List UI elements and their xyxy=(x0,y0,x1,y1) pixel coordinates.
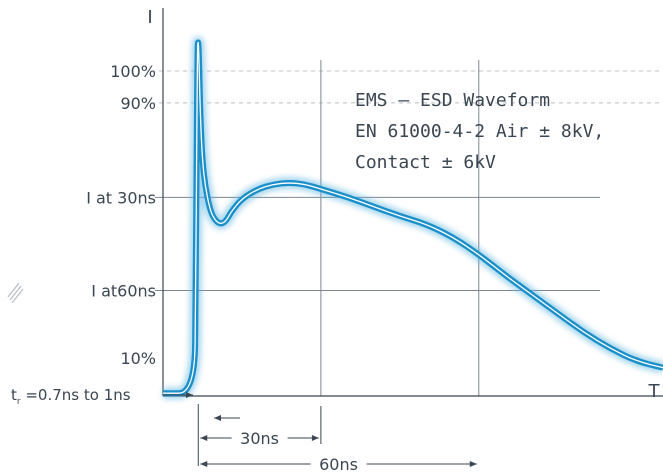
waveform-series xyxy=(162,36,663,400)
span-arrowhead-left xyxy=(200,435,208,441)
rise-time-text: =0.7ns to 1ns xyxy=(21,386,131,404)
y-tick-label: I at 30ns xyxy=(86,188,156,207)
rise-time-arrowhead-left xyxy=(214,415,221,421)
rise-time-annotation: tr =0.7ns to 1ns xyxy=(11,386,240,421)
y-tick-label: 10% xyxy=(120,349,156,368)
y-tick-label: 90% xyxy=(120,94,156,113)
y-tick-label: 100% xyxy=(110,62,156,81)
span-label: 60ns xyxy=(319,455,358,472)
rise-time-subscript: r xyxy=(17,397,21,407)
span-arrowhead-right xyxy=(311,435,319,441)
y-tick-labels: 100% 90% I at 30ns I at60ns 10% xyxy=(86,62,156,368)
span-label: 30ns xyxy=(240,429,279,448)
chart-title-line-1: EMS – ESD Waveform xyxy=(355,90,550,111)
span-30ns: 30ns xyxy=(200,406,322,448)
duration-annotations: 30ns 60ns xyxy=(197,404,477,472)
y-axis-label: I xyxy=(147,7,152,28)
x-axis-label: T xyxy=(648,381,661,402)
chart-title-line-3: Contact ± 6kV xyxy=(355,152,496,173)
svg-text:tr =0.7ns to 1ns: tr =0.7ns to 1ns xyxy=(11,386,131,407)
rise-time-symbol: t xyxy=(11,386,17,404)
waveform-highlight xyxy=(162,41,663,394)
span-60ns: 60ns xyxy=(200,455,477,472)
span-arrowhead-right xyxy=(469,461,477,467)
rise-time-arrowhead-right xyxy=(186,392,193,398)
decorative-mark-icon xyxy=(7,282,24,304)
span-arrowhead-left xyxy=(200,461,208,467)
y-tick-label: I at60ns xyxy=(91,281,156,300)
chart-title-line-2: EN 61000-4-2 Air ± 8kV, xyxy=(355,121,604,142)
